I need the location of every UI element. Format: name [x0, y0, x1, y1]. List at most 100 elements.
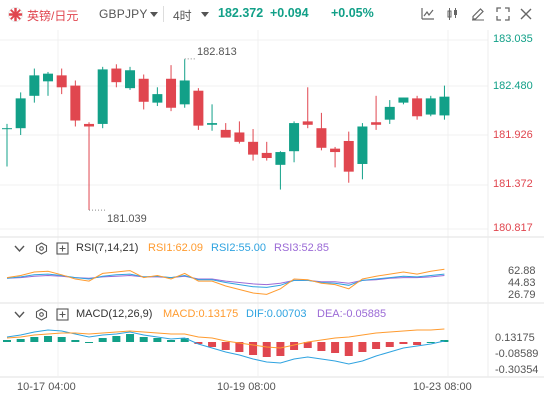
- macd-histogram-bar: [57, 337, 66, 342]
- macd-axis-label: 0.13175: [495, 332, 535, 344]
- macd-histogram-bar: [235, 342, 244, 352]
- macd-histogram-bar: [276, 342, 285, 356]
- macd-histogram-bar: [385, 342, 394, 347]
- edit-icon[interactable]: [468, 5, 488, 23]
- candle-body: [371, 122, 382, 125]
- dea-value: DEA:-0.05885: [317, 308, 387, 320]
- candle-body: [343, 140, 354, 172]
- macd-histogram-bar: [112, 336, 121, 342]
- symbol-name[interactable]: 英镑/日元: [27, 9, 79, 23]
- candle-body: [97, 69, 108, 124]
- close-icon[interactable]: [516, 5, 536, 23]
- candle-body: [29, 75, 40, 96]
- macd-histogram-bar: [208, 342, 217, 347]
- time-axis-label: 10-19 08:00: [217, 381, 276, 393]
- candle-body: [70, 85, 81, 121]
- price-axis-label: 181.372: [493, 178, 533, 190]
- candle-body: [179, 80, 190, 105]
- candle-body: [43, 73, 54, 82]
- macd-histogram-bar: [344, 342, 353, 356]
- candle-body: [2, 128, 12, 130]
- macd-histogram-bar: [249, 342, 258, 355]
- candle-body: [84, 123, 95, 127]
- candle-body: [152, 94, 163, 103]
- candle-body: [248, 141, 259, 155]
- macd-histogram-bar: [126, 334, 135, 342]
- candle-body: [316, 128, 327, 148]
- candle-body: [56, 75, 67, 88]
- settings-icon[interactable]: [35, 308, 48, 321]
- price-axis-label: 183.035: [493, 33, 533, 45]
- candle-body: [261, 152, 272, 159]
- macd-histogram-bar: [85, 342, 94, 343]
- candlestick-icon[interactable]: [443, 5, 463, 23]
- macd-histogram-bar: [153, 338, 162, 342]
- macd-histogram-bar: [317, 342, 326, 351]
- header-bar: 英镑/日元 GBPJPY 4时 182.372 +0.094 +0.05%: [0, 0, 544, 28]
- candle-body: [275, 152, 286, 165]
- macd-histogram-bar: [440, 340, 449, 342]
- candle-body: [439, 96, 450, 116]
- candle-body: [289, 123, 300, 152]
- collapse-icon[interactable]: [13, 242, 26, 255]
- macd-histogram-bar: [262, 342, 271, 357]
- rsi1-value: RSI1:62.09: [148, 242, 204, 254]
- high-price-marker: 182.813: [197, 46, 237, 58]
- macd-title: MACD(12,26,9): [76, 308, 153, 320]
- fullscreen-icon[interactable]: [493, 5, 513, 23]
- dif-line: [6, 329, 445, 365]
- macd-histogram-bar: [290, 342, 299, 350]
- dif-value: DIF:0.00703: [246, 308, 307, 320]
- collapse-icon[interactable]: [13, 308, 26, 321]
- macd-axis-label: -0.30354: [495, 364, 539, 376]
- chevron-down-icon[interactable]: [150, 12, 158, 17]
- macd-axis-label: -0.08589: [495, 348, 539, 360]
- macd-histogram-bar: [30, 337, 39, 342]
- candle-body: [357, 126, 368, 164]
- macd-histogram-bar: [71, 340, 80, 342]
- candle-body: [398, 97, 409, 103]
- rsi2-line: [6, 273, 445, 288]
- macd-histogram-bar: [180, 338, 189, 342]
- rsi-axis-label: 44.83: [508, 277, 536, 289]
- divider: [163, 6, 164, 22]
- macd-histogram-bar: [3, 340, 11, 342]
- macd-line: [6, 328, 445, 349]
- low-price-marker: 181.039: [107, 213, 147, 225]
- candle-body: [15, 98, 26, 129]
- candle-body: [412, 98, 423, 117]
- line-chart-icon[interactable]: [418, 5, 438, 23]
- add-indicator-icon[interactable]: [56, 242, 69, 255]
- macd-histogram-bar: [98, 338, 107, 342]
- chevron-down-icon[interactable]: [201, 12, 209, 17]
- last-price: 182.372: [218, 6, 264, 20]
- settings-icon[interactable]: [35, 242, 48, 255]
- candle-body: [207, 123, 218, 125]
- price-axis-label: 181.926: [493, 129, 533, 141]
- candle-body: [166, 78, 177, 108]
- candle-body: [138, 78, 149, 102]
- macd-histogram-bar: [372, 342, 381, 349]
- ticker-symbol[interactable]: GBPJPY: [99, 7, 148, 21]
- add-indicator-icon[interactable]: [56, 308, 69, 321]
- uk-flag-icon: [8, 7, 23, 22]
- rsi-axis-label: 62.88: [508, 265, 536, 277]
- time-axis-label: 10-23 08:00: [413, 381, 472, 393]
- macd-histogram-bar: [16, 339, 25, 342]
- macd-histogram-bar: [221, 342, 230, 350]
- rsi3-value: RSI3:52.85: [274, 242, 330, 254]
- macd-histogram-bar: [426, 342, 435, 343]
- timeframe-selector[interactable]: 4时: [173, 9, 192, 23]
- candle-body: [234, 132, 245, 142]
- price-axis-label: 182.480: [493, 80, 533, 92]
- macd-histogram-bar: [303, 342, 312, 348]
- rsi-axis-label: 26.79: [508, 289, 536, 301]
- candle-body: [111, 68, 122, 83]
- candle-body: [193, 90, 204, 126]
- candle-body: [125, 70, 136, 89]
- macd-histogram-bar: [399, 342, 408, 344]
- price-change: +0.094: [270, 6, 309, 20]
- macd-histogram-bar: [358, 342, 367, 352]
- macd-histogram-bar: [139, 337, 148, 342]
